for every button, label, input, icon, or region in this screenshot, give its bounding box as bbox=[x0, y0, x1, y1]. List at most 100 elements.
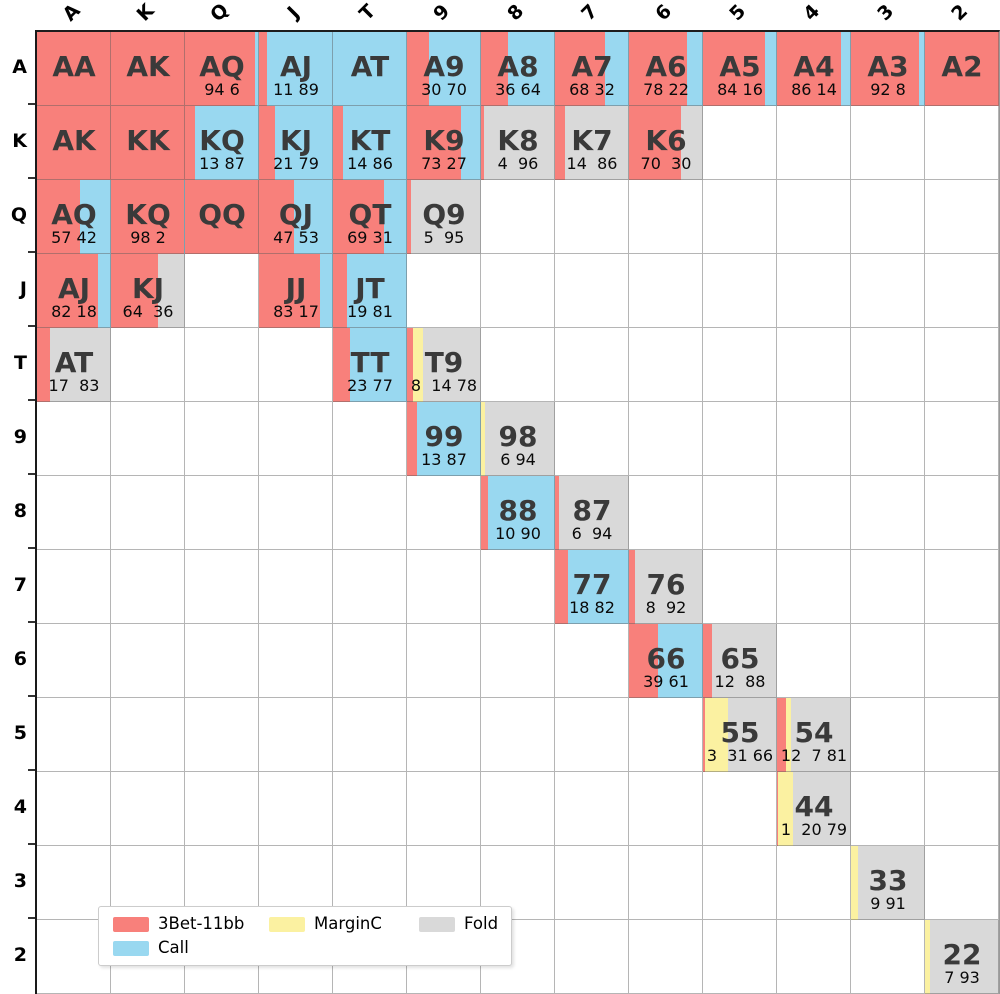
hand-label: AQ bbox=[51, 198, 97, 231]
action-segments bbox=[555, 550, 629, 624]
hand-label: 44 bbox=[794, 790, 834, 823]
y-axis-tick bbox=[28, 769, 35, 771]
action-frequencies: 12 88 bbox=[714, 672, 766, 691]
col-label-A: A bbox=[58, 0, 85, 26]
row-label-2: 2 bbox=[13, 944, 27, 966]
cell-empty bbox=[481, 698, 555, 772]
action-segments bbox=[481, 402, 555, 476]
call-segment bbox=[765, 32, 777, 106]
hand-label: AJ bbox=[57, 272, 91, 305]
cell-empty bbox=[851, 476, 925, 550]
threebet-segment bbox=[777, 772, 778, 846]
action-frequencies: 73 27 bbox=[421, 154, 467, 173]
threebet-segment bbox=[481, 106, 484, 180]
hand-label: 22 bbox=[942, 938, 982, 971]
action-segments bbox=[333, 106, 407, 180]
threebet-segment bbox=[259, 254, 321, 328]
cell-empty bbox=[777, 402, 851, 476]
cell-empty bbox=[777, 550, 851, 624]
cell-JA: AJ 82 18 bbox=[37, 254, 111, 328]
hand-label: 98 bbox=[498, 420, 538, 453]
action-segments bbox=[259, 254, 333, 328]
action-segments bbox=[37, 32, 111, 106]
col-label-K: K bbox=[132, 0, 159, 26]
hand-label: 77 bbox=[572, 568, 612, 601]
call-segment bbox=[416, 402, 481, 476]
cell-empty bbox=[629, 328, 703, 402]
row-label-4: 4 bbox=[13, 796, 27, 818]
cell-empty bbox=[481, 550, 555, 624]
threebet-segment bbox=[555, 106, 566, 180]
y-axis-tick bbox=[28, 917, 35, 919]
fold-segment bbox=[728, 698, 777, 772]
cell-empty bbox=[555, 624, 629, 698]
call-segment bbox=[97, 254, 111, 328]
col-label-4: 4 bbox=[799, 0, 825, 26]
call-segment bbox=[605, 32, 629, 106]
cell-QQ: QQ bbox=[185, 180, 259, 254]
cell-QT: QT 69 31 bbox=[333, 180, 407, 254]
cell-empty bbox=[111, 328, 185, 402]
cell-55: 55 3 31 66 bbox=[703, 698, 777, 772]
threebet-segment bbox=[703, 32, 766, 106]
cell-empty bbox=[333, 550, 407, 624]
action-frequencies: 98 2 bbox=[130, 228, 166, 247]
call-segment bbox=[274, 106, 333, 180]
y-axis-tick bbox=[28, 177, 35, 179]
cell-empty bbox=[259, 772, 333, 846]
margin-segment bbox=[777, 772, 793, 846]
cell-empty bbox=[555, 772, 629, 846]
cell-A3: A3 92 8 bbox=[851, 32, 925, 106]
cell-empty bbox=[111, 550, 185, 624]
fold-swatch-icon bbox=[419, 916, 455, 932]
col-label-7: 7 bbox=[577, 0, 603, 26]
action-segments bbox=[37, 180, 111, 254]
cell-empty bbox=[259, 402, 333, 476]
cell-empty bbox=[851, 254, 925, 328]
call-segment bbox=[194, 106, 259, 180]
fold-segment bbox=[485, 402, 555, 476]
action-segments bbox=[37, 254, 111, 328]
hand-label: QT bbox=[348, 198, 392, 231]
action-frequencies: 94 6 bbox=[204, 80, 240, 99]
cell-99: 99 13 87 bbox=[407, 402, 481, 476]
fold-segment bbox=[792, 772, 851, 846]
row-label-9: 9 bbox=[13, 426, 27, 448]
hand-label: 65 bbox=[720, 642, 760, 675]
legend-label-margin: MarginC bbox=[314, 914, 382, 933]
cell-KT: KT 14 86 bbox=[333, 106, 407, 180]
legend-item-call: Call bbox=[113, 939, 189, 957]
action-frequencies: 4 96 bbox=[497, 154, 539, 173]
action-frequencies: 64 36 bbox=[122, 302, 174, 321]
action-segments bbox=[481, 476, 555, 550]
cell-empty bbox=[629, 772, 703, 846]
row-label-8: 8 bbox=[13, 500, 27, 522]
cell-empty bbox=[777, 254, 851, 328]
y-axis-tick bbox=[28, 843, 35, 845]
cell-empty bbox=[259, 698, 333, 772]
hand-label: QQ bbox=[198, 198, 246, 231]
cell-empty bbox=[777, 180, 851, 254]
hand-label: K6 bbox=[645, 124, 687, 157]
cell-empty bbox=[407, 550, 481, 624]
action-frequencies: 8 14 78 bbox=[410, 376, 478, 395]
cell-empty bbox=[37, 402, 111, 476]
action-frequencies: 84 16 bbox=[717, 80, 763, 99]
cell-empty bbox=[333, 772, 407, 846]
hand-label: AQ bbox=[199, 50, 245, 83]
cell-empty bbox=[925, 254, 999, 328]
hand-label: KJ bbox=[279, 124, 313, 157]
cell-empty bbox=[185, 772, 259, 846]
action-frequencies: 10 90 bbox=[495, 524, 541, 543]
action-segments bbox=[851, 846, 925, 920]
cell-TT: TT 23 77 bbox=[333, 328, 407, 402]
cell-empty bbox=[111, 402, 185, 476]
action-segments bbox=[777, 32, 851, 106]
hand-label: A3 bbox=[867, 50, 909, 83]
y-axis-tick bbox=[28, 103, 35, 105]
call-segment bbox=[293, 180, 333, 254]
threebet-segment bbox=[259, 180, 294, 254]
threebet-segment bbox=[37, 180, 80, 254]
action-segments bbox=[185, 32, 259, 106]
